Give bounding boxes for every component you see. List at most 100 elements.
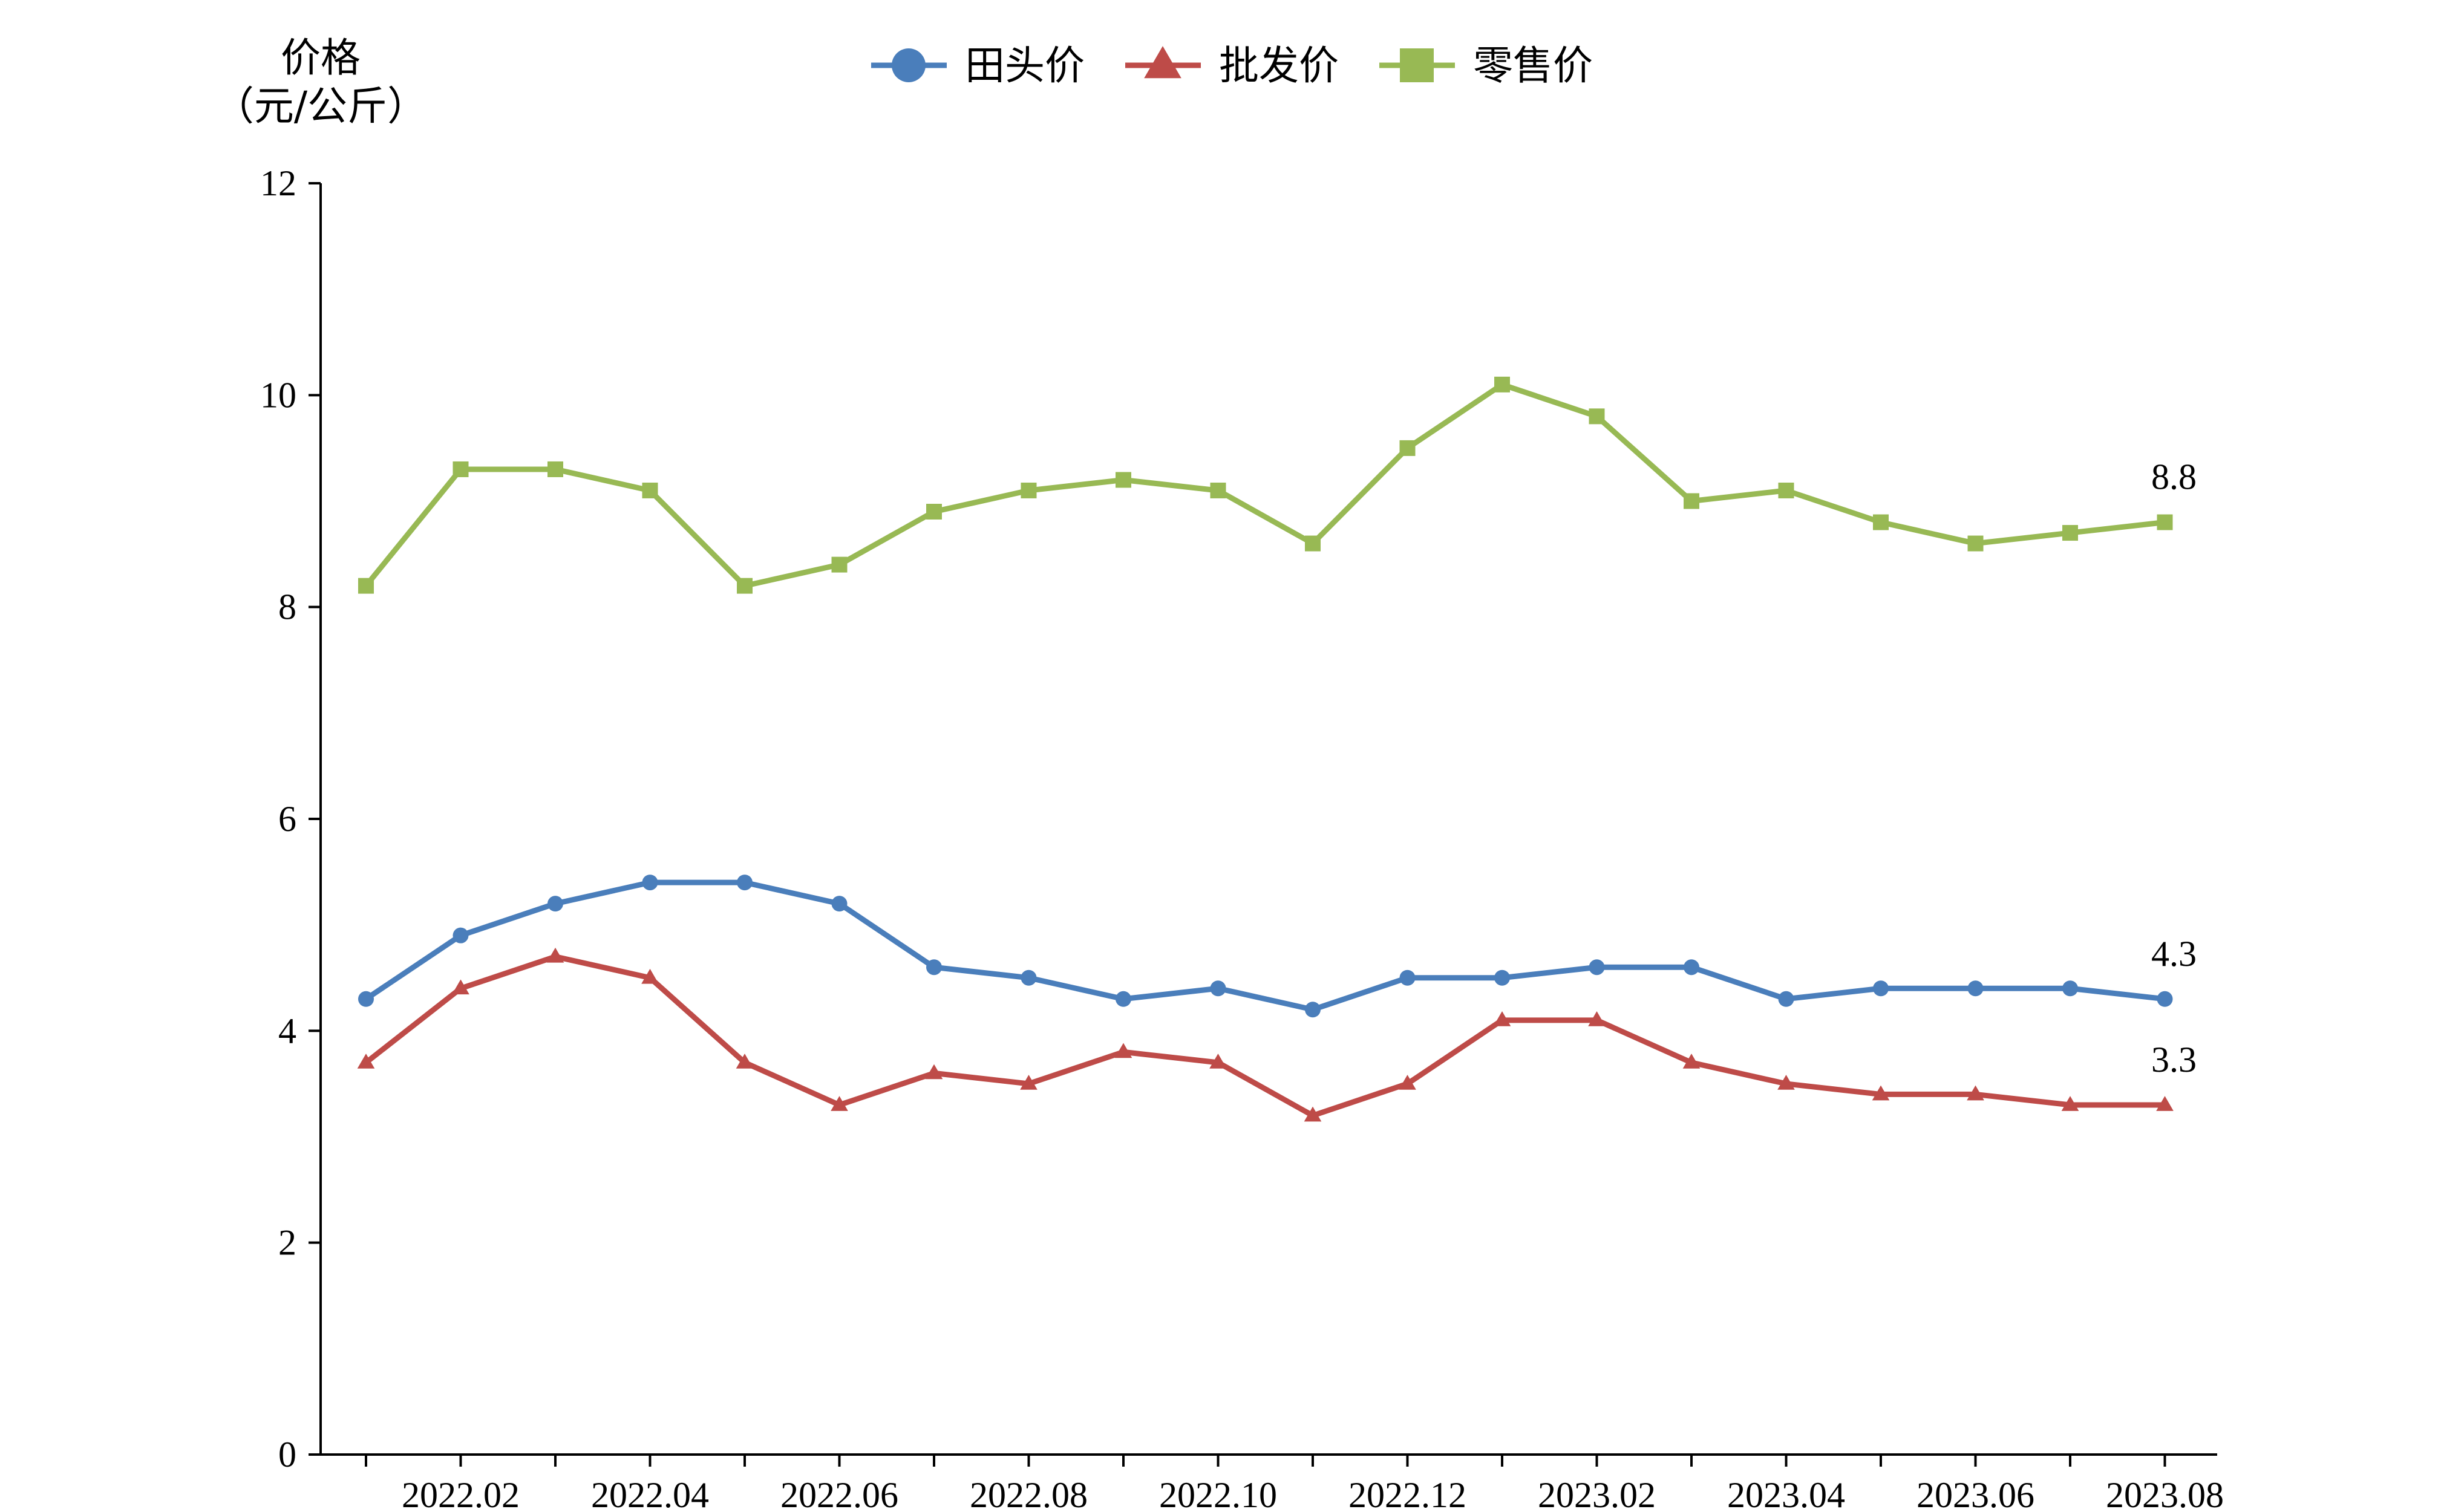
y-axis-ticks: 0 2 4 6 8 10 12 [260, 163, 321, 1475]
data-label: 3.3 [2151, 1040, 2197, 1080]
data-point [831, 1096, 848, 1111]
y-tick-label: 8 [278, 587, 296, 627]
x-tick-label: 2023.02 [1538, 1475, 1656, 1512]
data-point [1682, 1054, 1701, 1069]
data-point [1304, 1106, 1322, 1122]
series-layer: 4.3 3.3 8.8 [357, 376, 2197, 1122]
data-point [1399, 969, 1416, 986]
y-tick-label: 12 [260, 163, 296, 203]
data-point [1021, 482, 1037, 498]
data-point [736, 1054, 754, 1069]
y-tick-label: 4 [278, 1011, 296, 1051]
series-line [364, 382, 2166, 589]
data-point [1116, 472, 1131, 488]
data-point [642, 482, 658, 498]
data-point [1588, 1011, 1606, 1026]
data-point [358, 578, 374, 594]
data-point [1873, 980, 1889, 997]
data-point [1493, 1011, 1511, 1026]
data-point [1209, 1054, 1227, 1069]
data-point [358, 991, 374, 1007]
data-point [831, 896, 848, 912]
data-point [546, 947, 564, 963]
data-point [1210, 482, 1226, 498]
data-point [2157, 514, 2173, 530]
data-label: 4.3 [2151, 934, 2197, 974]
legend-item: 零售价 [1379, 42, 1593, 89]
data-point [1967, 1085, 1984, 1101]
data-point [1589, 959, 1605, 976]
legend-label: 批发价 [1219, 42, 1339, 89]
data-point [1116, 991, 1131, 1007]
data-point [1873, 514, 1889, 530]
x-tick-label: 2022.12 [1348, 1475, 1466, 1512]
x-tick-label: 2022.06 [780, 1475, 898, 1512]
legend-label: 零售价 [1473, 42, 1593, 89]
data-point [1872, 1085, 1890, 1101]
y-tick-label: 2 [278, 1223, 296, 1263]
x-tick-label: 2022.08 [970, 1475, 1088, 1512]
data-point [357, 1054, 375, 1069]
series-square: 8.8 [358, 376, 2197, 594]
y-tick-label: 0 [278, 1435, 296, 1475]
data-point [831, 556, 848, 573]
series-circle: 4.3 [358, 875, 2197, 1018]
data-point [1967, 535, 1984, 552]
legend-marker [1400, 48, 1434, 82]
data-point [547, 896, 563, 912]
data-point [1777, 1075, 1795, 1090]
data-point [1020, 1075, 1038, 1090]
data-point [1494, 376, 1510, 393]
data-point [1684, 493, 1699, 509]
data-point [1399, 1075, 1416, 1090]
data-point [1778, 991, 1794, 1007]
y-axis-title-line2: （元/公斤） [214, 83, 427, 129]
x-axis-ticks: 2022.02 2022.04 2022.06 2022.08 2022.10 2022.… [365, 1455, 2224, 1512]
legend-item: 批发价 [1125, 42, 1339, 89]
data-point [453, 927, 469, 943]
data-point [1684, 959, 1699, 976]
data-point [1589, 408, 1605, 425]
x-tick-label: 2023.06 [1917, 1475, 2034, 1512]
x-tick-label: 2022.04 [591, 1475, 709, 1512]
x-tick-label: 2023.04 [1727, 1475, 1845, 1512]
y-tick-label: 6 [278, 799, 296, 839]
data-point [2061, 1096, 2079, 1111]
legend: 田头价 批发价 零售价 [871, 42, 1593, 89]
data-point [1305, 535, 1321, 552]
data-point [1778, 482, 1794, 498]
data-label: 8.8 [2151, 457, 2197, 497]
legend-marker [1144, 46, 1181, 79]
data-point [1399, 440, 1416, 456]
series-line [364, 879, 2166, 1012]
legend-item: 田头价 [871, 42, 1085, 89]
data-point [1114, 1043, 1132, 1058]
data-point [547, 461, 563, 477]
data-point [452, 979, 469, 995]
data-point [2062, 980, 2078, 997]
data-point [926, 504, 942, 520]
y-tick-label: 10 [260, 375, 296, 415]
x-tick-label: 2023.08 [2106, 1475, 2224, 1512]
series-triangle: 3.3 [357, 947, 2197, 1122]
data-point [1210, 980, 1226, 997]
data-point [2157, 991, 2173, 1007]
data-point [453, 461, 469, 477]
y-axis-title-line1: 价格 [281, 34, 361, 81]
data-point [2156, 1096, 2174, 1111]
data-point [926, 959, 942, 976]
data-point [1967, 980, 1984, 997]
legend-label: 田头价 [965, 42, 1085, 89]
data-point [737, 875, 753, 891]
data-point [737, 578, 753, 594]
x-tick-label: 2022.02 [402, 1475, 520, 1512]
x-tick-label: 2022.10 [1159, 1475, 1277, 1512]
data-point [1494, 969, 1510, 986]
data-point [642, 875, 658, 891]
data-point [1305, 1002, 1321, 1018]
data-point [925, 1064, 943, 1080]
series-line [364, 954, 2165, 1118]
data-point [2062, 525, 2078, 541]
